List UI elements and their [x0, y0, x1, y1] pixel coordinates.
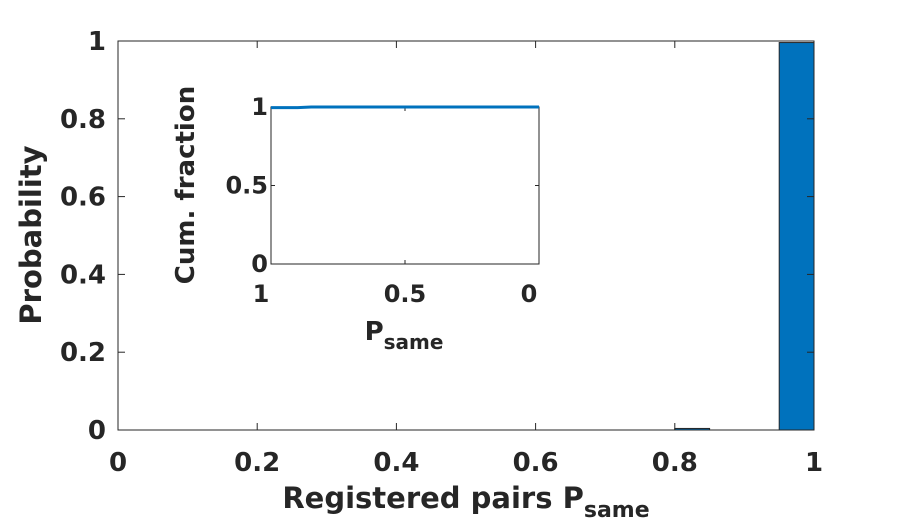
- main-x-axis-label-subscript: same: [584, 498, 650, 523]
- main-plot: 0 0.2 0.4 0.6 0.8 1 0 0.2 0.4 0.6 0.8 1 Probabilit…: [14, 27, 823, 523]
- x-tick-label-1: 0.2: [234, 448, 280, 478]
- y-tick-label-5: 1: [88, 27, 106, 57]
- inset-ytick-labels: 00.51: [225, 93, 268, 278]
- inset-y-tick-label-1: 0.5: [225, 172, 268, 200]
- inset-y-axis-label: Cum. fraction: [171, 86, 201, 284]
- main-ytick-labels: 0 0.2 0.4 0.6 0.8 1: [60, 27, 106, 446]
- inset-x-axis-label-subscript: same: [384, 330, 444, 354]
- inset-cumulative-line: [271, 105, 539, 110]
- y-tick-label-1: 0.2: [60, 338, 106, 368]
- y-tick-label-3: 0.6: [60, 183, 106, 213]
- x-tick-label-3: 0.6: [513, 448, 559, 478]
- main-xtick-labels: 0 0.2 0.4 0.6 0.8 1: [109, 448, 823, 478]
- y-tick-label-4: 0.8: [60, 105, 106, 135]
- x-tick-label-0: 0: [109, 448, 127, 478]
- inset-y-tick-label-2: 1: [251, 93, 268, 121]
- inset-xtick-labels: 1 0.5 0: [253, 280, 538, 308]
- histogram-bar-1: [778, 42, 815, 431]
- histogram-bar-0: [674, 427, 711, 431]
- main-bars: [674, 42, 815, 431]
- inset-x-tick-label-0: 1: [253, 280, 270, 308]
- inset-plot: 1 0.5 0 00.51 Cum. fraction Psame: [171, 86, 540, 354]
- x-tick-label-2: 0.4: [373, 448, 419, 478]
- inset-y-tick-label-0: 0: [251, 250, 268, 278]
- main-x-axis-label: Registered pairs Psame: [282, 481, 649, 523]
- inset-x-axis-label: Psame: [365, 317, 444, 354]
- x-tick-label-4: 0.8: [652, 448, 698, 478]
- inset-x-tick-label-1: 0.5: [384, 280, 427, 308]
- y-tick-label-2: 0.4: [60, 260, 106, 290]
- main-y-axis-label: Probability: [14, 145, 48, 324]
- inset-axes-box: [270, 106, 540, 265]
- x-tick-label-5: 1: [805, 448, 823, 478]
- main-x-axis-label-main: Registered pairs P: [282, 481, 584, 515]
- y-tick-label-0: 0: [88, 416, 106, 446]
- inset-x-tick-label-2: 0: [521, 280, 538, 308]
- inset-x-axis-label-main: P: [365, 317, 384, 347]
- main-ticks: [117, 40, 815, 431]
